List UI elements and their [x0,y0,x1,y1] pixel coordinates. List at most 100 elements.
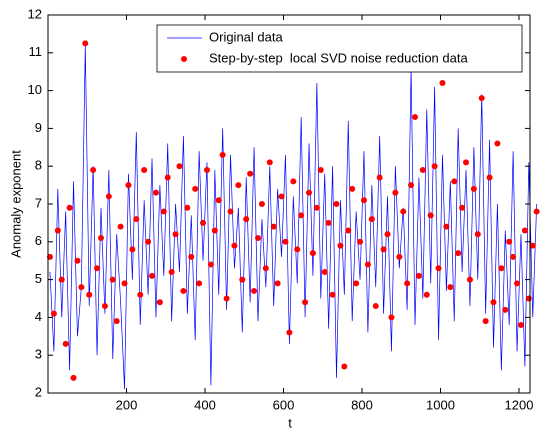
data-point [517,321,524,328]
data-point [309,250,316,257]
data-point [168,269,175,276]
data-point [447,284,454,291]
data-point [384,231,391,238]
data-point [258,201,265,207]
data-point [478,95,485,102]
data-point [372,303,379,310]
data-point [62,340,69,347]
data-point [419,166,426,173]
data-point [113,318,120,325]
data-point [274,280,281,287]
data-point [117,223,124,230]
data-point [521,227,528,234]
data-point [66,204,73,211]
data-point [235,182,242,189]
data-point [360,197,367,204]
data-point [415,272,422,279]
legend: Original data Step-by-step local SVD nois… [156,24,523,73]
x-tick-label: 1000 [426,397,455,412]
data-point [451,178,458,185]
data-point [459,204,466,211]
data-point [494,140,501,147]
data-point [180,287,187,294]
data-point [160,208,167,215]
x-tick-label: 600 [273,397,295,412]
data-point [388,314,395,321]
data-point [506,238,513,245]
data-point [353,280,360,287]
y-tick-label: 4 [35,309,42,324]
x-tick-label: 200 [116,397,138,412]
data-point [200,219,207,226]
y-tick-label: 12 [28,6,42,21]
y-tick-label: 8 [35,158,42,173]
y-axis-label: Anomaly exponent [8,150,23,258]
data-point [156,299,163,306]
legend-swatch [181,56,187,62]
y-tick-label: 3 [35,347,42,362]
data-point [192,185,199,192]
data-point [313,204,320,211]
data-point [525,295,532,302]
data-point [207,261,214,268]
data-point [423,291,430,298]
data-point [266,159,273,166]
data-point [306,189,313,196]
data-point [294,246,301,253]
data-point [380,246,387,253]
data-point [341,363,348,370]
data-point [474,231,481,238]
data-point [78,284,85,291]
data-point [149,272,156,279]
data-point [172,231,179,238]
data-point [227,208,234,215]
data-point [243,216,250,223]
data-point [58,276,65,283]
data-point [223,295,230,302]
data-line [49,45,538,390]
data-point [298,212,305,219]
data-point [97,235,104,242]
x-tick-label: 400 [194,397,216,412]
data-point [431,163,438,170]
data-point [262,265,269,272]
data-point [282,238,289,245]
data-point [368,216,375,223]
data-point [211,227,218,234]
data-point [400,208,407,215]
data-point [184,204,191,211]
y-tick-label: 6 [35,233,42,248]
data-point [176,163,183,170]
data-point [514,280,521,287]
data-point [231,242,238,249]
data-point [290,178,297,185]
data-point [498,265,505,272]
data-point [152,189,159,196]
legend-box [156,24,523,73]
data-point [82,40,89,47]
data-point [251,287,258,294]
data-point [408,182,415,189]
data-point [133,216,140,223]
data-point [435,265,442,272]
data-point [145,238,152,245]
y-tick-label: 7 [35,195,42,210]
data-point [439,80,446,87]
x-tick-label: 1200 [505,397,534,412]
data-point [345,227,352,234]
data-point [219,151,226,158]
data-point [427,212,434,219]
data-point [486,174,493,181]
data-point [533,208,540,215]
data-point [254,235,261,242]
data-point [529,242,536,249]
data-point [109,276,116,283]
data-point [502,306,509,313]
data-point [215,197,222,204]
x-axis-label: t [288,415,292,430]
data-point [247,170,254,177]
data-point [50,310,57,317]
data-point [286,329,293,336]
data-point [466,276,473,283]
